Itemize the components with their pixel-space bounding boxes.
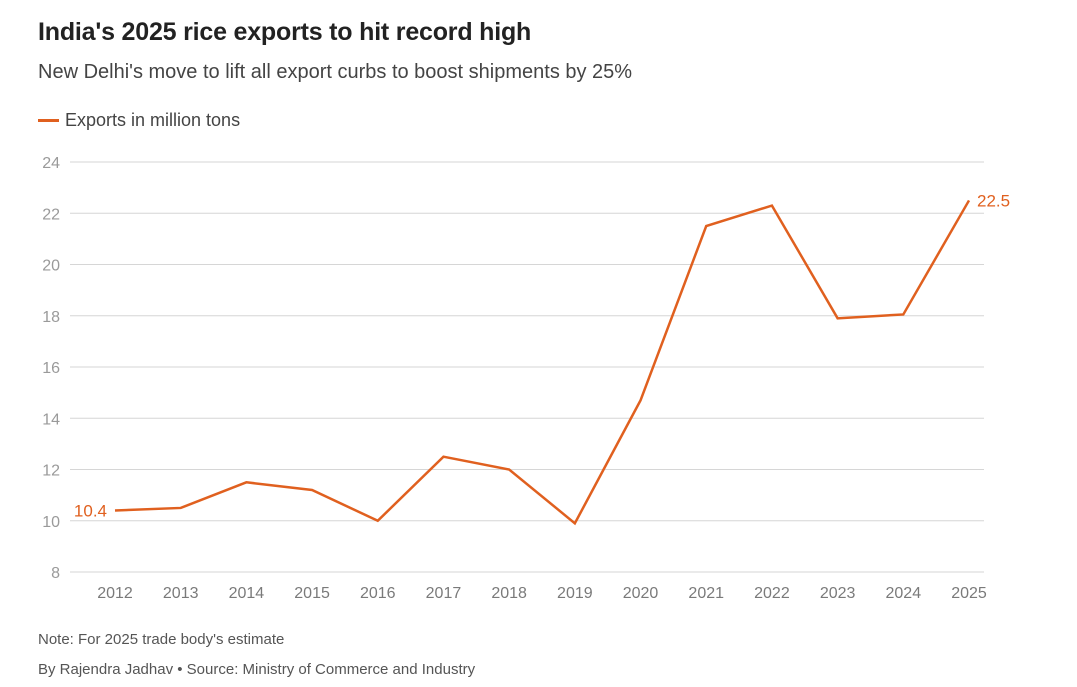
x-tick-label: 2021 — [688, 585, 724, 602]
data-label: 10.4 — [74, 502, 107, 521]
chart-subtitle: New Delhi's move to lift all export curb… — [38, 61, 633, 83]
y-tick-label: 18 — [42, 309, 60, 326]
chart-legend: Exports in million tons — [38, 110, 240, 131]
x-tick-label: 2025 — [951, 585, 987, 602]
x-tick-label: 2016 — [360, 585, 396, 602]
y-tick-label: 22 — [42, 206, 60, 223]
x-tick-label: 2018 — [491, 585, 527, 602]
chart-title: India's 2025 rice exports to hit record … — [38, 18, 532, 46]
x-tick-label: 2023 — [820, 585, 856, 602]
y-tick-label: 24 — [42, 155, 60, 172]
x-tick-label: 2020 — [623, 585, 659, 602]
legend-swatch — [38, 119, 59, 122]
chart-note: Note: For 2025 trade body's estimate — [38, 631, 285, 648]
y-tick-label: 16 — [42, 360, 60, 377]
x-tick-label: 2015 — [294, 585, 330, 602]
x-tick-label: 2014 — [229, 585, 265, 602]
y-tick-label: 10 — [42, 514, 60, 531]
x-tick-label: 2022 — [754, 585, 790, 602]
y-tick-label: 20 — [42, 258, 60, 275]
y-tick-label: 12 — [42, 463, 60, 480]
y-tick-label: 8 — [51, 565, 60, 582]
x-tick-label: 2012 — [97, 585, 133, 602]
legend-label: Exports in million tons — [65, 110, 241, 130]
x-tick-label: 2013 — [163, 585, 199, 602]
x-tick-label: 2017 — [426, 585, 462, 602]
data-label: 22.5 — [977, 191, 1010, 210]
chart-byline: By Rajendra Jadhav • Source: Ministry of… — [38, 661, 476, 678]
y-tick-label: 14 — [42, 411, 60, 428]
series-line — [114, 199, 971, 526]
x-tick-label: 2024 — [886, 585, 922, 602]
x-tick-label: 2019 — [557, 585, 593, 602]
